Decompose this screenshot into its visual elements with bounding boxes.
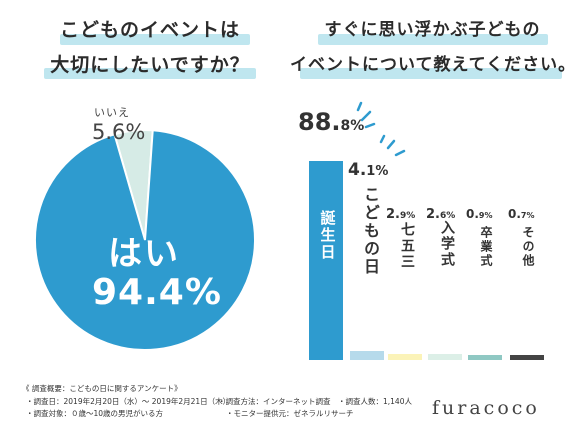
pie-label-yes: はい xyxy=(108,234,180,274)
right-question-line1: すぐに思い浮かぶ子どもの xyxy=(324,20,541,40)
bar-value-int: 0. xyxy=(466,207,479,221)
survey-count: ・調査人数：1,140人 xyxy=(338,397,412,406)
bar-value-int: 0. xyxy=(508,207,521,221)
sparkle-decoration xyxy=(356,101,406,157)
bar-value-dec: 1% xyxy=(366,164,389,179)
bar-value-dec: 9% xyxy=(399,211,416,221)
survey-provider: ・モニター提供元：ゼネラルリサーチ xyxy=(226,409,354,418)
survey-method: ・調査方法：インターネット調査 xyxy=(218,397,331,406)
title-highlight xyxy=(300,68,562,79)
bar-category-5: 卒業式 xyxy=(479,226,493,268)
bar-value-2: 4.1% xyxy=(348,160,388,180)
bar-value-4: 2.6% xyxy=(426,203,455,222)
bar-value-dec: 9% xyxy=(478,211,493,220)
bar-value-5: 0.9% xyxy=(466,203,493,222)
survey-target: ・調査対象：０歳～10歳の男児がいる方 xyxy=(26,409,164,418)
bar-6 xyxy=(510,355,544,360)
pie-chart xyxy=(34,129,256,351)
pie-slice-yes xyxy=(34,129,256,351)
bar-value-3: 2.9% xyxy=(386,203,415,222)
pie-label-no: いいえ xyxy=(94,106,130,119)
bar-category-3: 七五三 xyxy=(399,222,415,270)
bar-3 xyxy=(388,353,422,360)
left-question-line2: 大切にしたいですか？ xyxy=(50,54,250,76)
bar-2 xyxy=(350,350,384,360)
bar-1 xyxy=(309,161,343,360)
bar-value-int: 4. xyxy=(348,160,367,180)
title-highlight xyxy=(318,34,548,45)
bar-value-dec: 8% xyxy=(340,118,365,134)
bar-value-dec: 6% xyxy=(439,211,456,221)
bar-value-int: 88. xyxy=(298,108,341,136)
survey-date: ・調査日：2019年2月20日（水）～ 2019年2月21日（木） xyxy=(26,397,231,406)
title-highlight xyxy=(60,34,250,45)
bar-category-1: 誕生日 xyxy=(318,210,337,261)
bar-value-1: 88.8% xyxy=(298,108,364,136)
bar-value-int: 2. xyxy=(386,207,400,222)
bar-category-2: こどもの日 xyxy=(361,186,380,276)
brand-logo: furacoco xyxy=(432,397,540,419)
bar-5 xyxy=(468,355,502,360)
pie-value-no: 5.6% xyxy=(92,120,146,144)
bar-category-6: その他 xyxy=(521,226,535,268)
title-highlight xyxy=(44,68,256,79)
bar-value-6: 0.7% xyxy=(508,203,535,222)
bar-value-dec: 7% xyxy=(520,211,535,220)
bar-4 xyxy=(428,354,462,360)
right-question-line2: イベントについて教えてください。 xyxy=(290,55,577,75)
left-question-line1: こどものイベントは xyxy=(59,19,240,41)
survey-title: 《 調査概要：こどもの日に関するアンケート》 xyxy=(22,384,182,393)
bar-category-4: 入学式 xyxy=(439,220,455,268)
pie-value-yes: 94.4% xyxy=(92,272,222,313)
bar-value-int: 2. xyxy=(426,207,440,222)
